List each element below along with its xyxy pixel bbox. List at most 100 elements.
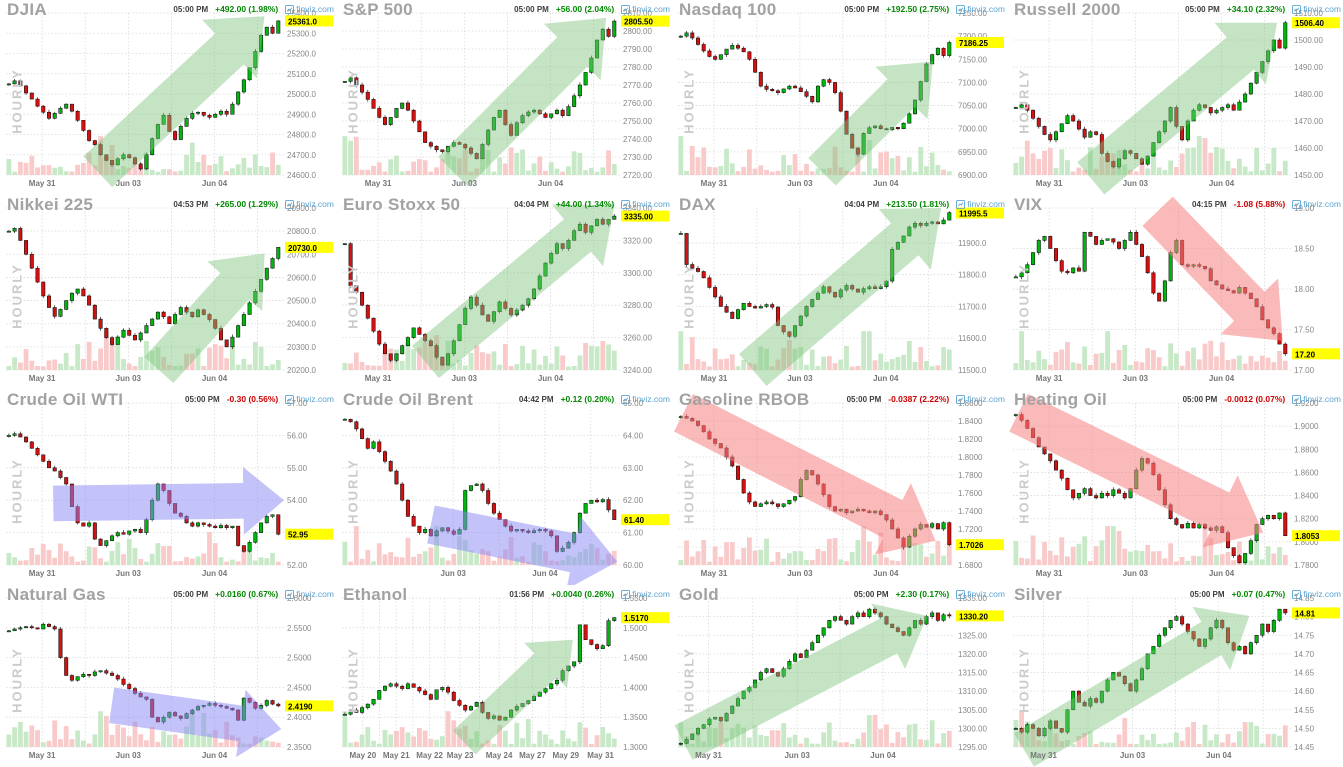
finviz-link[interactable]: finviz.com xyxy=(1292,394,1341,404)
finviz-link[interactable]: finviz.com xyxy=(956,589,1005,599)
candlestick-chart: 3340.00 3320.00 3300.00 3280.00 3260.00 3240.… xyxy=(342,204,669,383)
quote-time: 05:00 PM xyxy=(1185,4,1220,14)
svg-text:May 31: May 31 xyxy=(365,374,392,383)
svg-text:2.3500: 2.3500 xyxy=(287,743,312,752)
finviz-link[interactable]: finviz.com xyxy=(285,199,334,209)
chart-header: Crude Oil WTI 05:00 PM -0.30 (0.56%) fin… xyxy=(0,390,336,410)
finviz-link[interactable]: finviz.com xyxy=(285,394,334,404)
finviz-link[interactable]: finviz.com xyxy=(285,4,334,14)
finviz-link[interactable]: finviz.com xyxy=(956,199,1005,209)
svg-text:Jun 04: Jun 04 xyxy=(1209,569,1235,578)
svg-text:2790.00: 2790.00 xyxy=(623,45,652,54)
chart-title: DAX xyxy=(679,195,716,214)
candles xyxy=(342,19,617,160)
candles xyxy=(678,607,952,746)
finviz-link[interactable]: finviz.com xyxy=(956,394,1005,404)
svg-text:Jun 04: Jun 04 xyxy=(873,374,899,383)
last-price-tag xyxy=(621,210,669,222)
svg-text:2.5000: 2.5000 xyxy=(287,654,312,663)
svg-text:25200.0: 25200.0 xyxy=(287,50,316,59)
chart-header: DJIA 05:00 PM +492.00 (1.98%) finviz.com xyxy=(0,0,336,20)
candlestick-chart: 1.9200 1.9000 1.8800 1.8600 1.8400 1.8200 1.80… xyxy=(1009,393,1340,578)
svg-text:25400.0: 25400.0 xyxy=(287,9,316,18)
chart-title: Natural Gas xyxy=(7,585,106,604)
trend-arrow xyxy=(674,393,936,555)
finviz-link-label: finviz.com xyxy=(632,4,670,14)
svg-text:May 29: May 29 xyxy=(552,751,579,760)
finviz-logo-icon xyxy=(285,4,295,14)
finviz-logo-icon xyxy=(956,589,966,599)
candlestick-chart: 2.6000 2.5500 2.5000 2.4500 2.4000 2.3500 May … xyxy=(6,594,333,760)
finviz-link[interactable]: finviz.com xyxy=(621,589,670,599)
trend-arrow xyxy=(1014,606,1250,767)
svg-text:1.7800: 1.7800 xyxy=(1294,561,1319,570)
chart-header: Crude Oil Brent 04:42 PM +0.12 (0.20%) f… xyxy=(336,390,672,410)
chart-panel: 25400.0 25300.0 25200.0 25100.0 25000.0 24900… xyxy=(0,0,336,195)
chart-title: Nikkei 225 xyxy=(7,195,94,214)
svg-text:May 20: May 20 xyxy=(350,751,377,760)
svg-text:3260.00: 3260.00 xyxy=(623,334,652,343)
quote-change: -0.0012 (0.07%) xyxy=(1224,394,1286,404)
svg-text:56.00: 56.00 xyxy=(287,431,308,440)
finviz-link[interactable]: finviz.com xyxy=(285,589,334,599)
chart-panel: 1510.00 1500.00 1490.00 1480.00 1470.00 1460.… xyxy=(1007,0,1343,195)
candles xyxy=(678,30,952,157)
svg-text:1325.00: 1325.00 xyxy=(958,631,987,640)
trend-arrow xyxy=(144,253,265,384)
svg-text:Jun 04: Jun 04 xyxy=(202,374,228,383)
svg-text:24800.0: 24800.0 xyxy=(287,131,316,140)
finviz-link[interactable]: finviz.com xyxy=(1292,589,1341,599)
svg-text:54.00: 54.00 xyxy=(287,496,308,505)
svg-text:1.8600: 1.8600 xyxy=(1294,468,1319,477)
svg-text:Jun 03: Jun 03 xyxy=(116,179,142,188)
candlestick-chart: 1.8600 1.8400 1.8200 1.8000 1.7800 1.7600 1.74… xyxy=(674,393,1004,578)
svg-text:52.00: 52.00 xyxy=(287,561,308,570)
quote-time: 05:00 PM xyxy=(173,4,209,14)
chart-panel: 19.00 18.50 18.00 17.50 17.00 May 31 Jun 03 Jun… xyxy=(1007,195,1343,390)
svg-text:2.6000: 2.6000 xyxy=(287,594,312,603)
svg-text:May 31: May 31 xyxy=(29,179,56,188)
svg-text:1315.00: 1315.00 xyxy=(958,669,987,678)
svg-text:17.00: 17.00 xyxy=(1294,366,1315,375)
svg-text:May 31: May 31 xyxy=(1036,179,1063,188)
chart-panel: 1.5500 1.5000 1.4500 1.4000 1.3500 1.3000 May … xyxy=(336,585,672,767)
svg-text:20700.0: 20700.0 xyxy=(287,250,316,259)
last-price-tag xyxy=(956,539,1004,551)
svg-text:62.00: 62.00 xyxy=(623,496,644,505)
finviz-link-label: finviz.com xyxy=(296,589,334,599)
svg-text:2740.00: 2740.00 xyxy=(623,135,652,144)
chart-title: DJIA xyxy=(7,0,47,19)
chart-panel: 3340.00 3320.00 3300.00 3280.00 3260.00 3240.… xyxy=(336,195,672,390)
svg-text:1470.00: 1470.00 xyxy=(1294,117,1323,126)
svg-text:11600.0: 11600.0 xyxy=(958,334,987,343)
svg-text:Jun 03: Jun 03 xyxy=(1123,569,1149,578)
chart-title: Gold xyxy=(679,585,719,604)
finviz-link[interactable]: finviz.com xyxy=(1292,4,1341,14)
finviz-link[interactable]: finviz.com xyxy=(1292,199,1341,209)
svg-text:Jun 04: Jun 04 xyxy=(202,751,228,760)
finviz-link[interactable]: finviz.com xyxy=(621,394,670,404)
volume-bars xyxy=(678,136,952,175)
volume-bars xyxy=(6,331,281,370)
svg-text:May 24: May 24 xyxy=(486,751,513,760)
svg-text:Jun 03: Jun 03 xyxy=(784,751,810,760)
volume-bars xyxy=(342,136,617,175)
last-price-value: 1.8053 xyxy=(1295,532,1320,541)
candlestick-chart: 1.5500 1.5000 1.4500 1.4000 1.3500 1.3000 May … xyxy=(342,594,669,760)
svg-text:Jun 04: Jun 04 xyxy=(538,374,564,383)
finviz-link[interactable]: finviz.com xyxy=(621,4,670,14)
finviz-link-label: finviz.com xyxy=(296,394,334,404)
last-price-tag xyxy=(956,207,1004,219)
chart-panel: 65.00 64.00 63.00 62.00 61.00 60.00 Jun 03 Jun … xyxy=(336,390,672,585)
svg-text:7100.00: 7100.00 xyxy=(958,78,987,87)
svg-text:May 31: May 31 xyxy=(1036,569,1063,578)
finviz-logo-icon xyxy=(1292,4,1302,14)
svg-text:11800.0: 11800.0 xyxy=(958,271,987,280)
finviz-link[interactable]: finviz.com xyxy=(956,4,1005,14)
finviz-logo-icon xyxy=(956,4,966,14)
finviz-link[interactable]: finviz.com xyxy=(621,199,670,209)
svg-text:1.7400: 1.7400 xyxy=(958,507,983,516)
quote-time: 05:00 PM xyxy=(185,394,220,404)
finviz-logo-icon xyxy=(1292,199,1302,209)
